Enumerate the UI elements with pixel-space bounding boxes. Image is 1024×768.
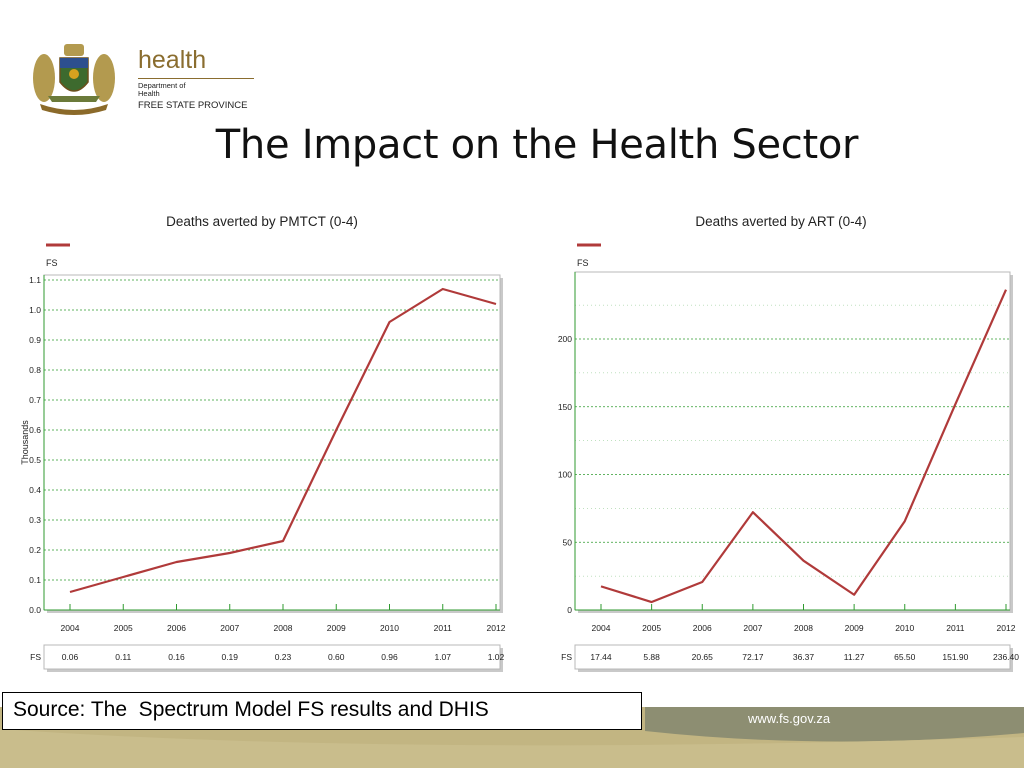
y-tick-label: 1.0 [29, 305, 41, 315]
chart-title: Deaths averted by ART (0-4) [695, 214, 866, 229]
table-cell: 5.88 [643, 652, 660, 662]
x-tick-label: 2011 [434, 623, 453, 633]
table-cell: 0.96 [381, 652, 398, 662]
x-tick-label: 2009 [845, 623, 864, 633]
table-cell: 0.23 [275, 652, 292, 662]
data-table [574, 644, 1011, 670]
x-tick-label: 2006 [167, 623, 186, 633]
table-cell: 0.19 [221, 652, 238, 662]
y-axis-title: Thousands [20, 420, 30, 465]
table-cell: 151.90 [942, 652, 968, 662]
y-tick-label: 0.7 [29, 395, 41, 405]
x-tick-label: 2010 [895, 623, 914, 633]
x-tick-label: 2007 [743, 623, 762, 633]
y-tick-label: 0.2 [29, 545, 41, 555]
y-tick-label: 0 [567, 605, 572, 615]
y-tick-label: 100 [558, 470, 572, 480]
logo-wordmark: health [138, 46, 207, 74]
y-tick-label: 0.5 [29, 455, 41, 465]
source-text: Source: The Spectrum Model FS results an… [13, 698, 489, 721]
table-cell: 65.50 [894, 652, 916, 662]
logo-department-line: Department of Health [138, 82, 186, 98]
table-cell: 72.17 [742, 652, 764, 662]
x-tick-label: 2007 [220, 623, 239, 633]
y-tick-label: 0.6 [29, 425, 41, 435]
table-cell: 0.60 [328, 652, 345, 662]
x-tick-label: 2010 [380, 623, 399, 633]
source-box: Source: The Spectrum Model FS results an… [2, 692, 642, 730]
y-tick-label: 0.8 [29, 365, 41, 375]
pmtct-chart: Deaths averted by PMTCT (0-4) FS 0.0 0.1 0.2… [20, 214, 506, 672]
table-cell: 36.37 [793, 652, 815, 662]
y-tick-label: 0.1 [29, 575, 41, 585]
table-cell: 0.11 [115, 652, 131, 662]
art-chart: Deaths averted by ART (0-4) FS 0 50 100 150 20… [558, 214, 1019, 672]
y-tick-label: 0.4 [29, 485, 41, 495]
table-cell: 236.40 [993, 652, 1019, 662]
table-cell: 11.27 [844, 652, 865, 662]
table-cell: 17.44 [590, 652, 612, 662]
plot-area [574, 271, 1011, 611]
plot-area [43, 274, 501, 611]
table-row-label: FS [30, 652, 41, 662]
chart-title: Deaths averted by PMTCT (0-4) [166, 214, 358, 229]
y-tick-label: 200 [558, 334, 572, 344]
table-row-label: FS [561, 652, 572, 662]
table-cell: 1.02 [488, 652, 505, 662]
x-tick-label: 2011 [946, 623, 965, 633]
x-tick-label: 2004 [61, 623, 80, 633]
x-tick-label: 2006 [693, 623, 712, 633]
logo-divider [138, 78, 254, 79]
y-tick-label: 50 [563, 537, 573, 547]
x-tick-label: 2008 [794, 623, 813, 633]
x-tick-label: 2005 [114, 623, 133, 633]
logo-line-1: Department of [138, 81, 186, 90]
x-tick-label: 2005 [642, 623, 661, 633]
slide-title: The Impact on the Health Sector [215, 122, 859, 168]
x-tick-label: 2012 [997, 623, 1016, 633]
y-tick-label: 1.1 [29, 275, 41, 285]
table-cell: 0.16 [168, 652, 185, 662]
data-table [43, 644, 501, 670]
website-url[interactable]: www.fs.gov.za [748, 711, 831, 726]
x-tick-label: 2008 [274, 623, 293, 633]
table-cell: 1.07 [434, 652, 451, 662]
x-tick-label: 2012 [487, 623, 506, 633]
y-tick-label: 150 [558, 402, 572, 412]
coat-of-arms-icon [33, 44, 115, 115]
series-label: FS [46, 258, 58, 268]
y-tick-label: 0.9 [29, 335, 41, 345]
table-cell: 0.06 [62, 652, 79, 662]
series-label: FS [577, 258, 589, 268]
x-tick-label: 2004 [592, 623, 611, 633]
y-tick-label: 0.0 [29, 605, 41, 615]
health-department-logo: health Department of Health FREE STATE P… [30, 36, 260, 118]
y-tick-label: 0.3 [29, 515, 41, 525]
table-cell: 20.65 [692, 652, 714, 662]
logo-line-2: Health [138, 89, 160, 98]
logo-province-line: FREE STATE PROVINCE [138, 100, 248, 111]
x-tick-label: 2009 [327, 623, 346, 633]
